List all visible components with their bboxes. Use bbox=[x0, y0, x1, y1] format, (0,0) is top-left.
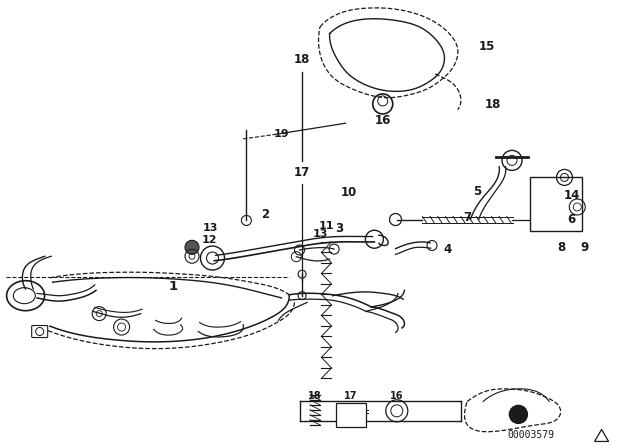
Text: 19: 19 bbox=[274, 129, 289, 138]
Circle shape bbox=[185, 240, 199, 254]
Text: 00003579: 00003579 bbox=[508, 430, 555, 439]
Text: 7: 7 bbox=[463, 211, 471, 224]
Text: 8: 8 bbox=[557, 241, 565, 254]
Text: 17: 17 bbox=[294, 166, 310, 179]
Text: 13: 13 bbox=[202, 224, 218, 233]
Text: 16: 16 bbox=[390, 392, 404, 401]
Text: 16: 16 bbox=[374, 113, 391, 127]
Text: 11: 11 bbox=[319, 221, 334, 231]
FancyBboxPatch shape bbox=[531, 177, 582, 231]
FancyBboxPatch shape bbox=[32, 326, 47, 337]
Text: 18: 18 bbox=[308, 392, 322, 401]
Text: 10: 10 bbox=[340, 186, 357, 199]
Text: 18: 18 bbox=[294, 53, 310, 66]
Circle shape bbox=[509, 405, 527, 423]
Text: 4: 4 bbox=[444, 243, 452, 257]
Text: 5: 5 bbox=[473, 185, 481, 198]
Text: 6: 6 bbox=[568, 213, 575, 226]
Text: 3: 3 bbox=[335, 222, 343, 235]
FancyBboxPatch shape bbox=[336, 403, 365, 427]
Text: 13: 13 bbox=[312, 229, 328, 239]
Text: 15: 15 bbox=[478, 39, 495, 53]
Text: 18: 18 bbox=[484, 98, 501, 111]
Text: 9: 9 bbox=[580, 241, 588, 254]
Text: 1: 1 bbox=[168, 280, 177, 293]
Text: 12: 12 bbox=[202, 235, 218, 245]
Text: 14: 14 bbox=[563, 189, 580, 202]
Text: 17: 17 bbox=[344, 392, 358, 401]
Text: 2: 2 bbox=[262, 207, 269, 221]
